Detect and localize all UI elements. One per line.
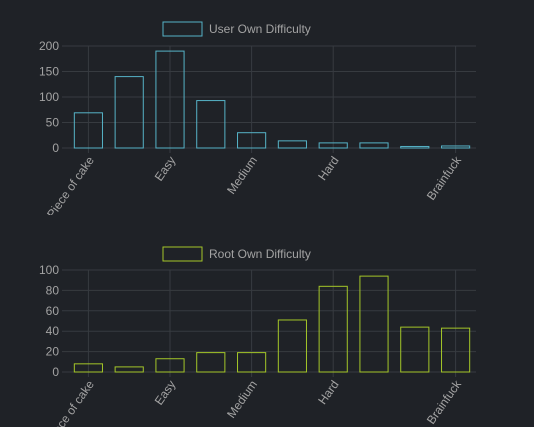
x-tick-label: Medium — [224, 154, 260, 197]
bar[interactable] — [318, 285, 348, 373]
grid — [62, 269, 476, 377]
bars — [73, 50, 471, 149]
bar[interactable] — [318, 142, 348, 149]
bar[interactable] — [114, 76, 144, 149]
x-tick-label: Piece of cake — [44, 153, 97, 215]
y-tick-label: 20 — [46, 345, 60, 359]
x-tick-label: Brainfuck — [424, 153, 465, 203]
legend[interactable]: Root Own Difficulty — [162, 246, 311, 262]
y-tick-label: 80 — [46, 283, 60, 297]
legend-label: Root Own Difficulty — [209, 247, 311, 261]
bar[interactable] — [114, 366, 144, 373]
x-tick-label: Piece of cake — [44, 377, 97, 427]
legend-label: User Own Difficulty — [209, 22, 311, 36]
y-tick-label: 200 — [39, 39, 59, 53]
bar[interactable] — [359, 142, 389, 149]
x-tick-label: Hard — [315, 378, 341, 407]
legend[interactable]: User Own Difficulty — [162, 21, 311, 37]
bar[interactable] — [196, 100, 226, 149]
bar[interactable] — [73, 112, 103, 149]
legend-swatch — [162, 21, 203, 37]
bar[interactable] — [277, 319, 307, 373]
y-axis: 0 20 40 60 80 100 — [39, 263, 59, 379]
y-tick-label: 100 — [39, 90, 59, 104]
root-own-difficulty-chart: Root Own Difficulty 0 20 40 60 80 100 Piece o… — [39, 246, 476, 427]
user-own-difficulty-chart: User Own Difficulty 0 50 100 150 200 Piece o… — [39, 21, 476, 215]
x-tick-label: Easy — [152, 378, 179, 408]
bars — [73, 275, 471, 373]
x-tick-label: Hard — [315, 154, 341, 183]
y-tick-label: 50 — [46, 116, 60, 130]
bar[interactable] — [359, 275, 389, 373]
grid — [62, 45, 476, 153]
y-tick-label: 0 — [52, 141, 59, 155]
bar[interactable] — [400, 326, 430, 373]
x-tick-label: Easy — [152, 154, 179, 184]
legend-swatch — [162, 246, 203, 262]
y-tick-label: 40 — [46, 324, 60, 338]
bar[interactable] — [441, 145, 471, 149]
bar[interactable] — [73, 363, 103, 373]
bar[interactable] — [237, 132, 267, 149]
x-axis: Piece of cake Easy Medium Hard Brainfuck — [44, 377, 465, 427]
bar[interactable] — [155, 358, 185, 373]
bar[interactable] — [155, 50, 185, 149]
bar[interactable] — [277, 140, 307, 149]
y-tick-label: 60 — [46, 304, 60, 318]
bar[interactable] — [237, 352, 267, 373]
y-axis: 0 50 100 150 200 — [39, 39, 59, 155]
x-tick-label: Brainfuck — [424, 377, 465, 427]
bar[interactable] — [400, 145, 430, 149]
x-tick-label: Medium — [224, 378, 260, 421]
bar[interactable] — [441, 327, 471, 373]
bar[interactable] — [196, 352, 226, 373]
y-tick-label: 150 — [39, 65, 59, 79]
y-tick-label: 0 — [52, 365, 59, 379]
y-tick-label: 100 — [39, 263, 59, 277]
x-axis: Piece of cake Easy Medium Hard Brainfuck — [44, 153, 465, 215]
